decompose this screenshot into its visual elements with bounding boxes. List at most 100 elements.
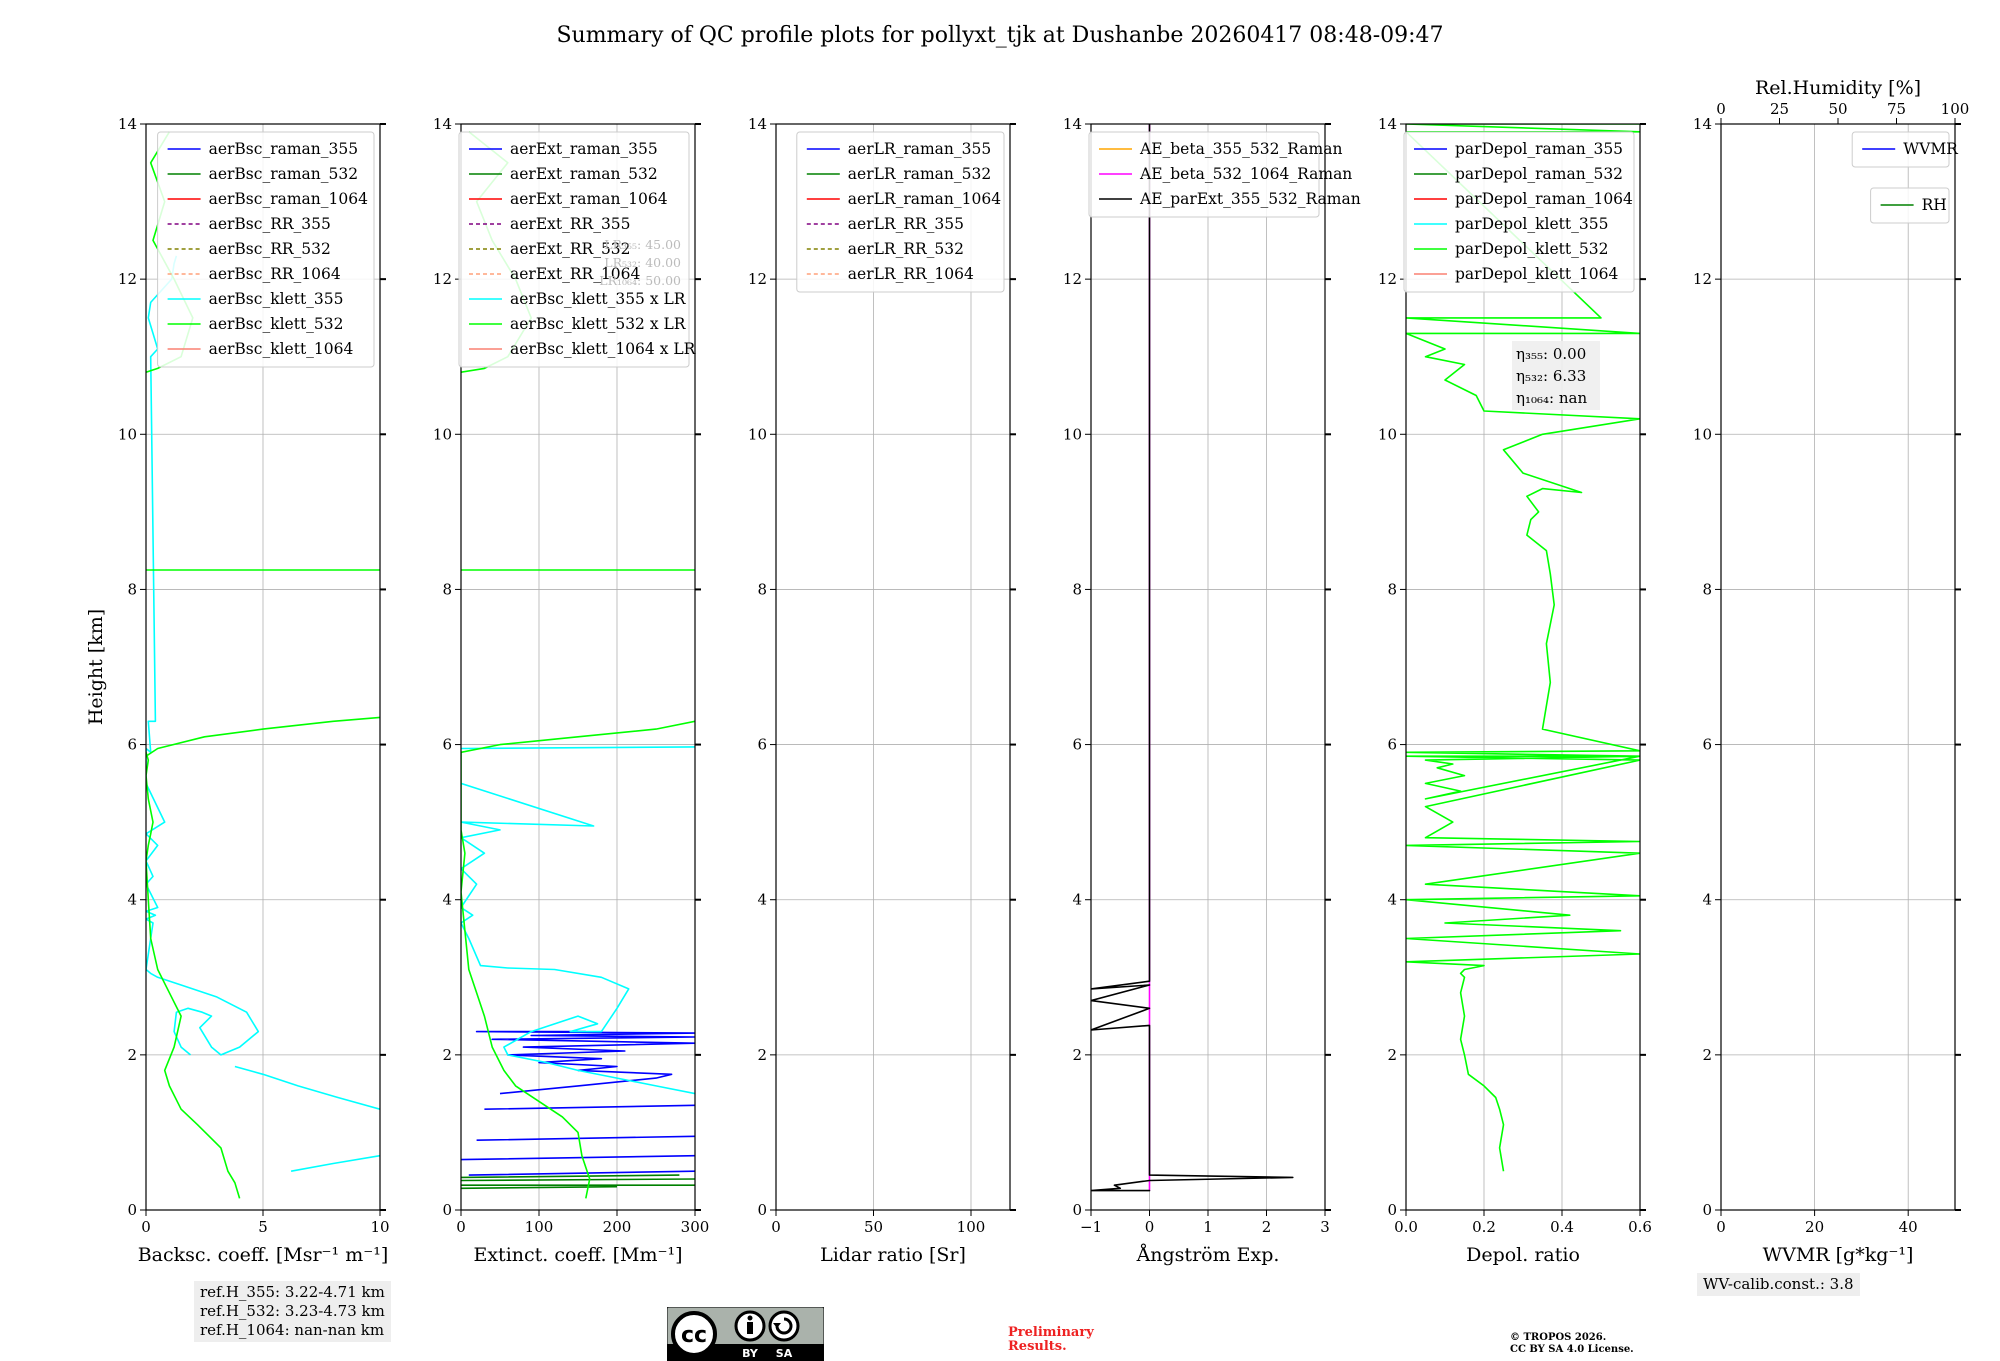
y-tick-label: 0 (757, 1201, 767, 1219)
legend: WVMR (1851, 131, 1959, 168)
y-tick-label: 8 (1072, 580, 1082, 598)
y-tick-label: 6 (127, 736, 137, 754)
y-tick-label: 10 (118, 425, 137, 443)
y-tick-label: 4 (1072, 891, 1082, 909)
panel-backscatter: 0 2 4 6 8 10 12 14 0 5 10 Backsc. coeff. [Msr⁻¹ m⁻¹… (85, 115, 390, 1266)
y-tick-label: 14 (1693, 115, 1712, 133)
y-tick-label: 4 (442, 891, 452, 909)
y-tick-label: 8 (757, 580, 767, 598)
legend: aerExt_raman_355 aerExt_raman_532 aerExt_r… (458, 131, 697, 368)
cc-sa-label: SA (776, 1347, 793, 1360)
legend-entry: aerExt_RR_1064 (510, 265, 641, 283)
x-tick-label: −1 (1080, 1218, 1102, 1236)
legend-box (796, 131, 1005, 293)
y-tick-label: 8 (1702, 580, 1712, 598)
x-tick-label: 100 (525, 1218, 554, 1236)
legend-entry: aerExt_raman_532 (510, 165, 658, 183)
x-tick-label: 200 (603, 1218, 632, 1236)
y-tick-label: 2 (1072, 1046, 1082, 1064)
x-tick-label: 2 (1262, 1218, 1272, 1236)
y-tick-label: 2 (442, 1046, 452, 1064)
series-group (1091, 124, 1294, 1192)
y-tick-label: 8 (442, 580, 452, 598)
legend-box (1088, 131, 1320, 218)
copyright-line-2: CC BY SA 4.0 License. (1510, 1344, 1634, 1355)
y-tick-label: 4 (757, 891, 767, 909)
x-tick-label: 3 (1320, 1218, 1330, 1236)
legend-entry: aerLR_raman_355 (848, 140, 991, 158)
x-tick-label: 0.6 (1628, 1218, 1652, 1236)
panel-depol: 0 2 4 6 8 10 12 14 0.0 0.2 0.4 0.6 Depol. ratio parDe… (1378, 115, 1652, 1266)
legend-entry: AE_beta_532_1064_Raman (1139, 165, 1352, 183)
legend-entry: parDepol_klett_532 (1455, 240, 1608, 258)
eta-label: η₃₅₅: 0.00 (1516, 345, 1586, 363)
legend-entry: parDepol_raman_355 (1455, 140, 1623, 158)
x-tick-label: 20 (1805, 1218, 1824, 1236)
y-tick-label: 6 (757, 736, 767, 754)
eta-box (1512, 341, 1600, 410)
legend-entry: aerLR_RR_355 (848, 215, 964, 233)
axes-frame (1720, 123, 1956, 1211)
legend-box (157, 131, 375, 368)
panel-lidar-ratio: 0 2 4 6 8 10 12 14 0 50 100 Lidar ratio [Sr] aerLR_r… (748, 115, 1016, 1266)
legend-entry: parDepol_klett_355 (1455, 215, 1608, 233)
legend-entry: aerBsc_raman_1064 (209, 190, 369, 208)
legend-entry: aerBsc_klett_1064 x LR (510, 340, 697, 358)
x-tick-label: 0.2 (1472, 1218, 1496, 1236)
legend-entry: RH (1922, 196, 1947, 214)
legend-entry: aerExt_RR_532 (510, 240, 631, 258)
legend-box (458, 131, 690, 368)
series-line-aerBsc_klett_355 x LR (461, 746, 695, 1095)
y-tick-label: 12 (1693, 270, 1712, 288)
figure-title: Summary of QC profile plots for pollyxt_… (556, 23, 1443, 48)
y-tick-label: 0 (1702, 1201, 1712, 1219)
x-tick-label: 0 (1716, 1218, 1726, 1236)
y-tick-label: 4 (1702, 891, 1712, 909)
y-tick-label: 2 (1387, 1046, 1397, 1064)
y-tick-label: 10 (748, 425, 767, 443)
x2-axis-label: Rel.Humidity [%] (1755, 77, 1921, 99)
y-tick-label: 10 (433, 425, 452, 443)
series-group (1406, 124, 1640, 1172)
x2-tick-label: 50 (1828, 100, 1847, 118)
y-tick-label: 14 (1063, 115, 1082, 133)
y-tick-label: 8 (1387, 580, 1397, 598)
series-line-aerExt_raman_532 (461, 1174, 695, 1190)
reference-height-box: ref.H_355: 3.22-4.71 km ref.H_532: 3.23-… (194, 1281, 391, 1342)
x-tick-label: 0 (141, 1218, 151, 1236)
y-tick-label: 0 (442, 1201, 452, 1219)
series-line-aerBsc_klett_355 (146, 255, 380, 1172)
y-tick-label: 10 (1063, 425, 1082, 443)
x-axis-label: Lidar ratio [Sr] (820, 1244, 966, 1266)
legend-entry: aerLR_RR_532 (848, 240, 964, 258)
x-tick-label: 50 (864, 1218, 883, 1236)
x-tick-label: 40 (1899, 1218, 1918, 1236)
legend-entry: aerExt_raman_1064 (510, 190, 668, 208)
legend-entry: aerBsc_RR_355 (209, 215, 331, 233)
legend-entry: WVMR (1903, 140, 1959, 158)
y-tick-label: 12 (433, 270, 452, 288)
x-tick-label: 0 (1145, 1218, 1155, 1236)
x-tick-label: 100 (957, 1218, 986, 1236)
ref-height-532: ref.H_532: 3.23-4.73 km (200, 1302, 385, 1320)
y-tick-label: 2 (127, 1046, 137, 1064)
y-axis-label: Height [km] (85, 609, 107, 725)
x2-tick-label: 100 (1941, 100, 1970, 118)
legend-rh: RH (1870, 187, 1950, 224)
lidar-ratio-label: LR₃₅₅: 45.00 (604, 237, 681, 252)
axes-frame (460, 123, 696, 1211)
legend-entry: aerBsc_RR_1064 (209, 265, 341, 283)
y-tick-label: 0 (1072, 1201, 1082, 1219)
y-tick-label: 0 (127, 1201, 137, 1219)
preliminary-line-1: Preliminary (1008, 1325, 1094, 1340)
legend-entry: parDepol_raman_532 (1455, 165, 1623, 183)
legend-entry: aerLR_RR_1064 (848, 265, 974, 283)
legend-entry: parDepol_raman_1064 (1455, 190, 1633, 208)
y-tick-label: 14 (748, 115, 767, 133)
y-tick-label: 12 (118, 270, 137, 288)
y-tick-label: 8 (127, 580, 137, 598)
x-axis-label: Depol. ratio (1466, 1244, 1580, 1266)
sa-share-alike-icon (768, 1310, 800, 1342)
legend: parDepol_raman_355 parDepol_raman_532 parD… (1403, 131, 1635, 293)
y-tick-label: 2 (1702, 1046, 1712, 1064)
